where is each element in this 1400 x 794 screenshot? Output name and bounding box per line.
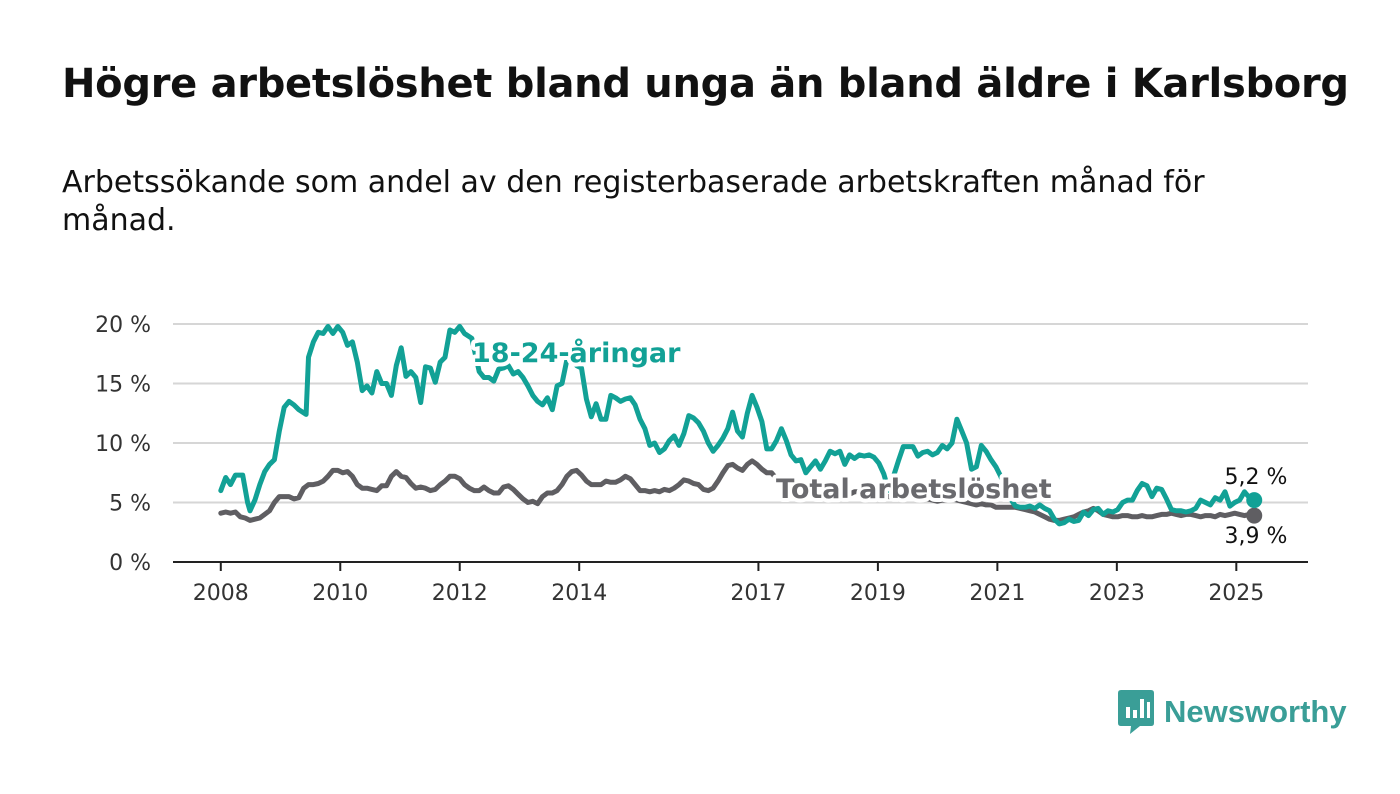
end-marker-total <box>1246 507 1263 524</box>
newsworthy-brand: Newsworthy <box>1118 690 1347 734</box>
chart-title: Högre arbetslöshet bland unga än bland ä… <box>62 61 1349 107</box>
end-value-total: 3,9 % <box>1225 524 1288 549</box>
y-tick-label: 10 % <box>95 432 151 457</box>
brand-name: Newsworthy <box>1164 694 1347 729</box>
x-tick-label: 2019 <box>850 581 906 606</box>
x-tick-label: 2012 <box>432 581 488 606</box>
series-line-youth <box>218 323 1257 527</box>
y-tick-label: 15 % <box>95 373 151 398</box>
y-tick-label: 5 % <box>109 492 151 517</box>
x-tick-label: 2023 <box>1089 581 1145 606</box>
x-tick-label: 2021 <box>969 581 1025 606</box>
x-tick-label: 2025 <box>1208 581 1264 606</box>
end-value-youth: 5,2 % <box>1225 465 1288 490</box>
x-tick-label: 2010 <box>312 581 368 606</box>
y-tick-label: 20 % <box>95 313 151 338</box>
end-marker-youth <box>1246 492 1263 509</box>
newsworthy-logo-icon <box>1118 690 1154 734</box>
x-tick-label: 2008 <box>193 581 249 606</box>
x-axis: 2008 2010 2012 2014 2017 2019 2021 2023 2025 <box>173 561 1308 606</box>
series-label-youth: 18-24-åringar <box>472 337 681 369</box>
series-labels: 18-24-åringar Total arbetslöshet 5,2 % 3,9 … <box>468 333 1288 549</box>
grid-lines <box>173 323 1308 504</box>
series-lines <box>218 323 1263 527</box>
x-tick-label: 2017 <box>730 581 786 606</box>
chart-subtitle: Arbetssökande som andel av den registerb… <box>62 165 1205 238</box>
y-axis-tick-labels: 0 % 5 % 10 % 15 % 20 % <box>95 313 151 576</box>
y-tick-label: 0 % <box>109 551 151 576</box>
x-tick-label: 2014 <box>551 581 607 606</box>
series-label-total: Total arbetslöshet <box>776 474 1052 505</box>
